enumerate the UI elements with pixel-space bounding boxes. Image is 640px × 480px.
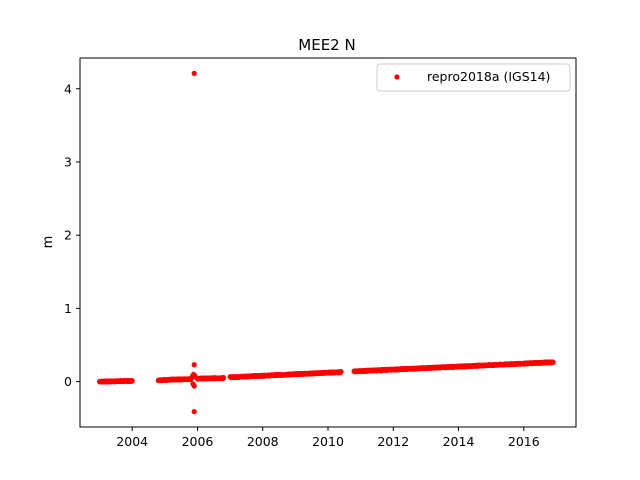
data-point	[191, 70, 197, 76]
x-tick-label: 2010	[312, 434, 344, 449]
y-axis-label: m	[41, 236, 56, 249]
x-tick-label: 2014	[443, 434, 475, 449]
data-point	[189, 373, 195, 380]
data-point	[338, 369, 344, 375]
x-tick-label: 2006	[182, 434, 214, 449]
data-point	[191, 383, 197, 389]
legend-label: repro2018a (IGS14)	[427, 69, 550, 84]
chart-title: MEE2 N	[298, 36, 355, 54]
data-point	[550, 359, 556, 365]
y-tick-label: 2	[64, 228, 72, 243]
legend-marker	[394, 74, 400, 80]
data-point	[220, 375, 227, 381]
x-tick-label: 2008	[247, 434, 279, 449]
y-tick-label: 0	[64, 374, 72, 389]
legend-box	[376, 63, 571, 92]
x-tick-label: 2012	[377, 434, 409, 449]
x-tick-label: 2004	[116, 434, 148, 449]
data-points	[96, 70, 556, 415]
plot-frame	[79, 57, 577, 428]
data-point	[191, 362, 197, 368]
data-point	[191, 409, 197, 415]
y-tick-label: 3	[64, 154, 72, 169]
y-tick-label: 1	[64, 301, 72, 316]
legend: repro2018a (IGS14)	[376, 63, 571, 92]
y-tick-label: 4	[64, 81, 72, 96]
axis-ticks: 2004 2006 2008 2010 2012 2014 2016 0 1 2 3 4	[64, 81, 540, 449]
data-point	[129, 378, 135, 384]
x-tick-label: 2016	[508, 434, 540, 449]
